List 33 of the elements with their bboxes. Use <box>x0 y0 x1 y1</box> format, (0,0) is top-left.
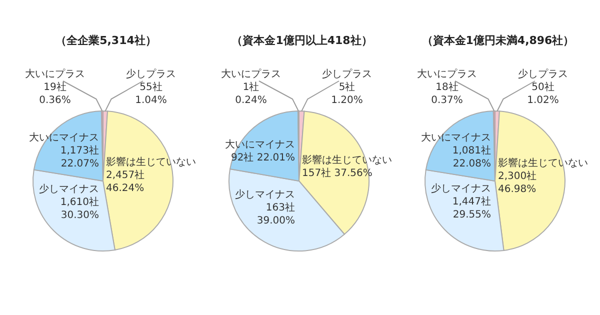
slice-label: 影響は生じていない <box>106 156 196 168</box>
data-label: 2,300社 46.98% <box>498 170 537 195</box>
data-label: 2,457社 46.24% <box>106 169 145 194</box>
slice-label: 少しプラス <box>518 68 568 80</box>
data-label: 163社 39.00% <box>256 201 295 226</box>
data-label: 5社 1.20% <box>331 81 363 106</box>
slice-label: 少しマイナス <box>39 182 99 195</box>
data-label: 1,173社 22.07% <box>60 144 99 170</box>
data-label: 1,447社 29.55% <box>452 195 491 220</box>
data-label: 19社 0.36% <box>39 81 71 106</box>
data-label: 18社 0.37% <box>431 81 463 106</box>
chart-title: （資本金1億円以上418社） <box>230 33 374 49</box>
data-label: 1,610社 30.30% <box>60 196 99 221</box>
slice-label: 大いにプラス <box>25 68 85 80</box>
slice-label: 少しマイナス <box>431 182 491 194</box>
data-label: 55社 1.04% <box>135 81 167 106</box>
chart-title: （資本金1億円未満4,896社） <box>420 33 576 49</box>
slice-label: 影響は生じていない <box>498 156 588 169</box>
slice-label: 大いにマイナス <box>29 132 99 144</box>
slice-label: 大いにプラス <box>417 68 477 80</box>
slice-label: 少しプラス <box>322 68 372 80</box>
data-label: 92社 22.01% <box>230 151 295 164</box>
data-label: 157社 37.56% <box>302 167 372 180</box>
slice-label: 影響は生じていない <box>302 154 392 166</box>
slice-label: 大いにマイナス <box>225 138 295 150</box>
slice-label: 少しマイナス <box>235 188 295 200</box>
data-label: 1,081社 22.08% <box>452 144 491 170</box>
slice-label: 大いにマイナス <box>421 132 491 144</box>
slice-label: 少しプラス <box>126 68 176 80</box>
chart-title: （全企業5,314社） <box>54 33 158 49</box>
slice-label: 大いにプラス <box>221 68 281 80</box>
data-label: 50社 1.02% <box>527 81 559 106</box>
data-label: 1社 0.24% <box>235 81 267 106</box>
